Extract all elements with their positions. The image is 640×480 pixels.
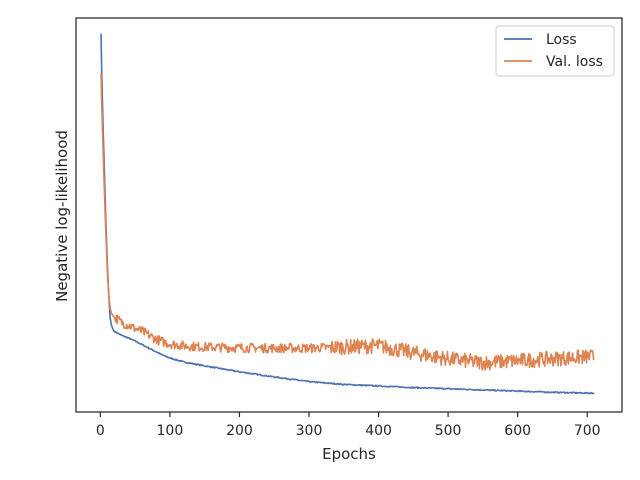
x-axis-label: Epochs (322, 445, 376, 463)
series-group (100, 33, 595, 395)
x-tick-label: 400 (365, 423, 392, 439)
axes-frame (75, 17, 623, 413)
x-tick-label: 700 (574, 423, 601, 439)
series-line-loss (100, 33, 595, 395)
x-tick-label: 300 (296, 423, 323, 439)
y-axis-label: Negative log-likelihood (53, 130, 71, 302)
x-tick-label: 500 (435, 423, 462, 439)
plot-area (75, 17, 623, 413)
x-tick-label: 600 (504, 423, 531, 439)
series-line-val-loss (100, 73, 595, 371)
legend-label-val-loss: Val. loss (546, 54, 603, 70)
legend: Loss Val. loss (495, 25, 615, 77)
x-tick-label: 0 (96, 423, 105, 439)
x-axis-ticks: 0 100 200 300 400 500 600 700 (96, 412, 601, 439)
x-tick-label: 100 (157, 423, 184, 439)
legend-label-loss: Loss (546, 32, 577, 48)
x-tick-label: 200 (226, 423, 253, 439)
